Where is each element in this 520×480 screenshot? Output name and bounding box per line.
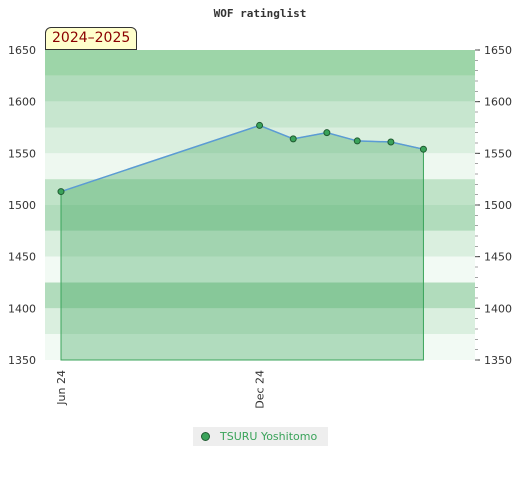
legend-label: TSURU Yoshitomo (220, 430, 318, 443)
data-point (387, 138, 395, 146)
y-tick-label-right: 1400 (484, 302, 512, 315)
legend[interactable]: TSURU Yoshitomo (193, 427, 328, 446)
y-tick-label: 1600 (8, 96, 36, 109)
season-label: 2024–2025 (45, 27, 138, 50)
background-band (45, 75, 475, 102)
y-tick-label: 1400 (8, 302, 36, 315)
y-tick-label: 1550 (8, 147, 36, 160)
y-tick-label: 1350 (8, 354, 36, 367)
y-tick-label: 1450 (8, 251, 36, 264)
background-band (45, 179, 475, 205)
y-tick-label-right: 1350 (484, 354, 512, 367)
y-tick-label: 1500 (8, 199, 36, 212)
data-point (289, 135, 297, 143)
background-band (45, 256, 475, 283)
data-point (419, 145, 427, 153)
background-band (45, 153, 475, 180)
chart-title: WOF ratinglist (214, 7, 307, 20)
data-point (353, 137, 361, 145)
y-tick-label-right: 1450 (484, 251, 512, 264)
y-axis-right: 1350 1400 1450 1500 1550 1600 1650 (475, 44, 512, 367)
data-point (256, 121, 264, 129)
y-tick-label-right: 1500 (484, 199, 512, 212)
y-tick-label-right: 1650 (484, 44, 512, 57)
series-points (57, 121, 427, 196)
background-band (45, 127, 475, 154)
background-band (45, 230, 475, 257)
y-tick-label-right: 1600 (484, 96, 512, 109)
background-band (45, 308, 475, 335)
x-tick-label: Jun 24 (55, 370, 68, 406)
x-axis: Jun 24 Dec 24 (55, 370, 267, 409)
background-bands (45, 50, 475, 360)
data-point (57, 188, 65, 196)
background-band (45, 50, 475, 76)
y-axis-left: 1350 1400 1450 1500 1550 1600 1650 (8, 44, 36, 367)
background-band (45, 282, 475, 309)
background-band (45, 334, 475, 360)
x-tick-label: Dec 24 (254, 370, 267, 409)
y-tick-label: 1650 (8, 44, 36, 57)
data-point (323, 129, 331, 137)
legend-marker-icon (201, 432, 210, 441)
y-tick-label-right: 1550 (484, 147, 512, 160)
background-band (45, 205, 475, 231)
